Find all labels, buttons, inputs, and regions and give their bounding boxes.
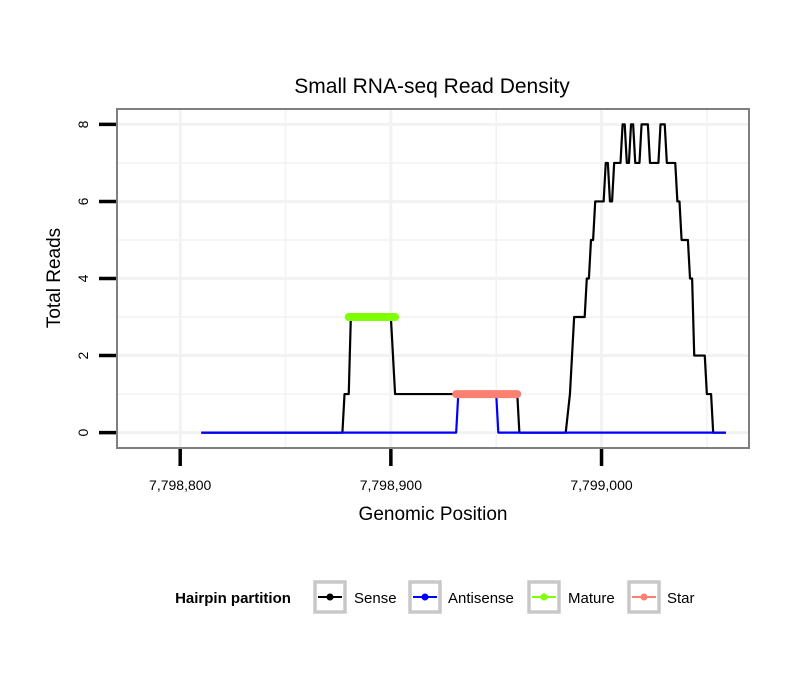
legend-item-mature: Mature: [527, 580, 615, 614]
chart-title: Small RNA-seq Read Density: [294, 75, 570, 98]
y-axis-label: Total Reads: [44, 228, 65, 328]
grid-layer: [117, 109, 749, 448]
legend-key-point: [421, 593, 429, 601]
y-tick-label: 4: [75, 274, 91, 282]
y-tick-label: 0: [75, 428, 91, 436]
legend: Hairpin partition Sense Antisense Mature St…: [175, 580, 695, 614]
y-tick-label: 2: [75, 351, 91, 359]
x-axis: 7,798,800 7,798,900 7,799,000: [149, 449, 633, 493]
legend-item-star: Star: [627, 580, 695, 614]
x-tick-label: 7,799,000: [570, 477, 632, 493]
y-tick-label: 6: [75, 197, 91, 205]
x-axis-label: Genomic Position: [359, 504, 508, 525]
legend-key-point: [640, 593, 648, 601]
legend-label: Mature: [568, 590, 615, 607]
legend-label: Antisense: [448, 590, 514, 607]
legend-item-antisense: Antisense: [408, 580, 514, 614]
legend-key-point: [326, 593, 334, 601]
series-layer: [201, 123, 726, 434]
plot-border: [116, 108, 750, 449]
x-tick-label: 7,798,900: [360, 477, 422, 493]
legend-title: Hairpin partition: [175, 590, 291, 607]
legend-key-point: [540, 593, 548, 601]
legend-label: Star: [667, 590, 695, 607]
x-tick-label: 7,798,800: [149, 477, 211, 493]
legend-item-sense: Sense: [313, 580, 397, 614]
y-tick-label: 8: [75, 120, 91, 128]
y-axis: 0 2 4 6 8: [75, 120, 116, 436]
series-line-sense: [201, 123, 726, 434]
legend-label: Sense: [354, 590, 397, 607]
